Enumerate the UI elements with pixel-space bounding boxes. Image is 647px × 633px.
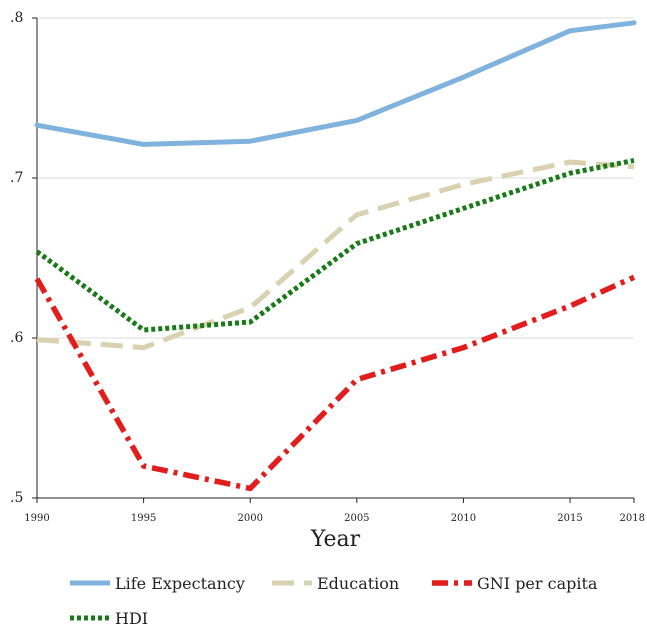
x-tick-label: 2018 [620,513,645,524]
series-line-education [36,159,635,351]
legend-label: Life Expectancy [115,574,245,593]
series-line-hdi [35,157,635,333]
x-tick-label: 2010 [451,513,476,524]
x-axis-label: Year [310,527,361,552]
series-lines [34,20,637,492]
legend-label: GNI per capita [477,574,598,593]
x-tick-label: 2015 [557,513,582,524]
x-axis-ticks: 1990 1995 2000 2005 2010 2015 2018 [24,498,645,524]
legend-label: Education [317,574,399,593]
x-tick-label: 2000 [237,513,262,524]
x-tick-label: 1990 [24,513,49,524]
y-tick-label: .6 [10,330,23,346]
legend-label: HDI [115,609,148,628]
legend: Life Expectancy Education GNI per capita HD… [70,574,598,628]
gridlines [37,17,634,339]
y-axis-ticks: .5 .6 .7 .8 [10,10,37,506]
y-tick-label: .8 [10,10,23,26]
x-tick-label: 1995 [131,513,156,524]
series-line-life-expectancy [34,20,637,147]
series-line-gni-per-capita [34,274,636,492]
x-tick-label: 2005 [344,513,369,524]
y-tick-label: .7 [10,170,23,186]
y-tick-label: .5 [10,490,23,506]
